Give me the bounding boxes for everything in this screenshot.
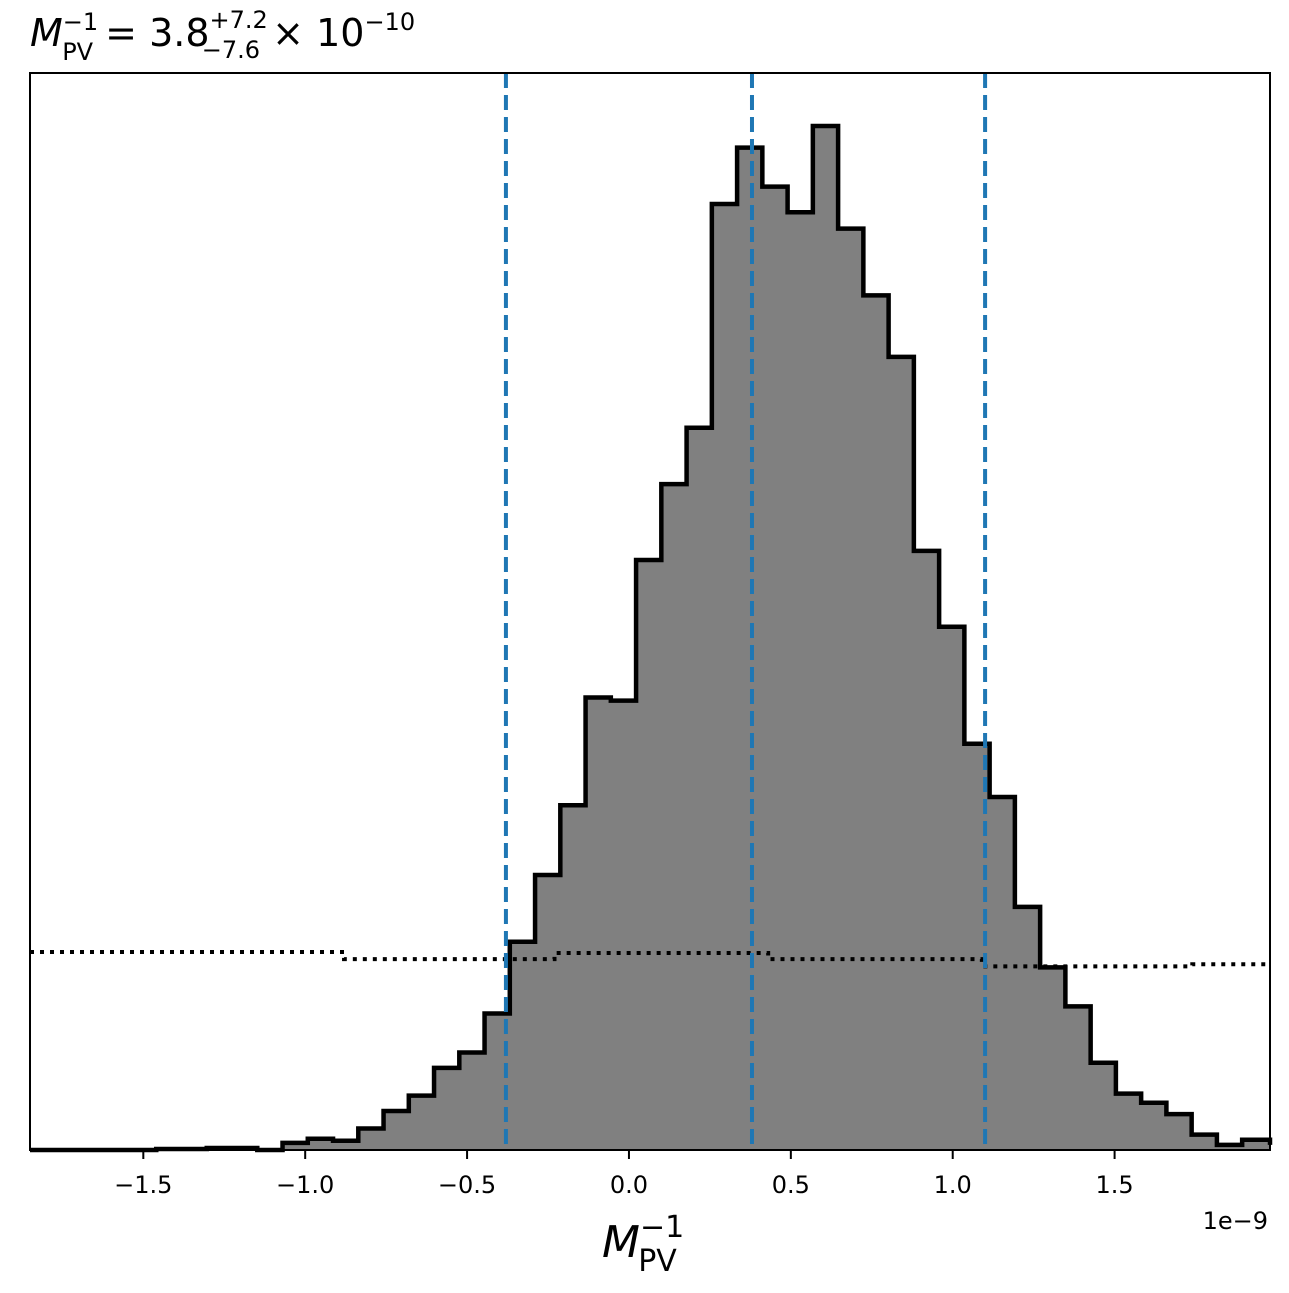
x-axis-label: M−1 PV <box>602 1210 684 1279</box>
histogram-bar <box>1014 906 1041 1150</box>
histogram-bar <box>484 1013 511 1150</box>
quantile-lines <box>503 73 988 1150</box>
xlabel-symbol-sup: −1 <box>640 1210 684 1245</box>
x-tick-label: 0.0 <box>610 1171 648 1199</box>
chart-title: M−1 PV = 3.8+7.2 −7.6 × 10−10 <box>30 6 415 66</box>
histogram-bar <box>383 1111 410 1150</box>
xlabel-symbol: M <box>602 1217 640 1268</box>
histogram-bar <box>989 797 1016 1150</box>
histogram-bar <box>282 1142 309 1150</box>
histogram-bar <box>1191 1134 1218 1150</box>
x-tick-label: 1.0 <box>934 1171 972 1199</box>
x-tick-label: 0.5 <box>772 1171 810 1199</box>
histogram-bar <box>711 204 738 1150</box>
histogram-bar <box>434 1067 460 1150</box>
title-symbol-sub: PV <box>62 38 93 66</box>
histogram-bar <box>408 1095 435 1150</box>
histogram-bar <box>636 560 662 1150</box>
histogram-bar <box>913 550 940 1150</box>
histogram-bar <box>333 1140 359 1150</box>
histogram-bar <box>1141 1102 1167 1150</box>
histogram-bar <box>1242 1139 1271 1150</box>
histogram-bar <box>509 941 536 1150</box>
histogram-bar <box>762 186 789 1150</box>
histogram-bar <box>459 1052 486 1150</box>
histogram-bar <box>1065 1006 1092 1150</box>
histogram-bar <box>661 484 688 1151</box>
title-times: × 10 <box>260 11 364 55</box>
histogram-bar <box>888 356 915 1151</box>
histogram-outline <box>30 123 1273 1153</box>
prior-line <box>30 949 1270 969</box>
x-tick-label: −0.5 <box>438 1171 496 1199</box>
histogram-bar <box>585 697 612 1150</box>
histogram-bar <box>939 626 965 1150</box>
histogram-bar <box>1166 1114 1193 1150</box>
title-err-plus: +7.2 <box>210 6 268 34</box>
prior-step-line <box>30 949 1270 969</box>
histogram-bar <box>1090 1062 1117 1150</box>
title-exponent: −10 <box>364 8 415 36</box>
x-tick-label: −1.0 <box>276 1171 334 1199</box>
histogram-bar <box>737 147 763 1150</box>
histogram-bar <box>686 427 713 1150</box>
xlabel-symbol-sub: PV <box>638 1244 677 1279</box>
histogram-bar <box>610 700 637 1150</box>
histogram-bar <box>787 212 814 1151</box>
histogram-bar <box>560 805 587 1150</box>
histogram-bar <box>812 126 839 1150</box>
title-symbol: M <box>30 11 63 55</box>
histogram-bars <box>156 126 1271 1151</box>
histogram-bar <box>307 1138 334 1150</box>
title-err-minus: −7.6 <box>202 36 260 64</box>
histogram-bar <box>1216 1144 1243 1150</box>
title-value: = 3.8 <box>93 11 209 55</box>
x-axis-ticks: −1.5 −1.0 −0.5 0.0 0.5 1.0 1.5 <box>114 1150 1134 1199</box>
x-offset-label: 1e−9 <box>1203 1207 1268 1235</box>
histogram-bar <box>358 1128 385 1150</box>
axes-frame <box>29 72 1271 1151</box>
histogram-bar <box>1040 967 1066 1150</box>
x-tick-label: −1.5 <box>114 1171 172 1199</box>
histogram-bar <box>838 228 864 1151</box>
histogram-bar <box>535 875 561 1150</box>
histogram-bar <box>863 295 890 1150</box>
x-tick-label: 1.5 <box>1096 1171 1134 1199</box>
title-symbol-sup: −1 <box>63 8 98 36</box>
histogram-bar <box>1115 1093 1142 1150</box>
